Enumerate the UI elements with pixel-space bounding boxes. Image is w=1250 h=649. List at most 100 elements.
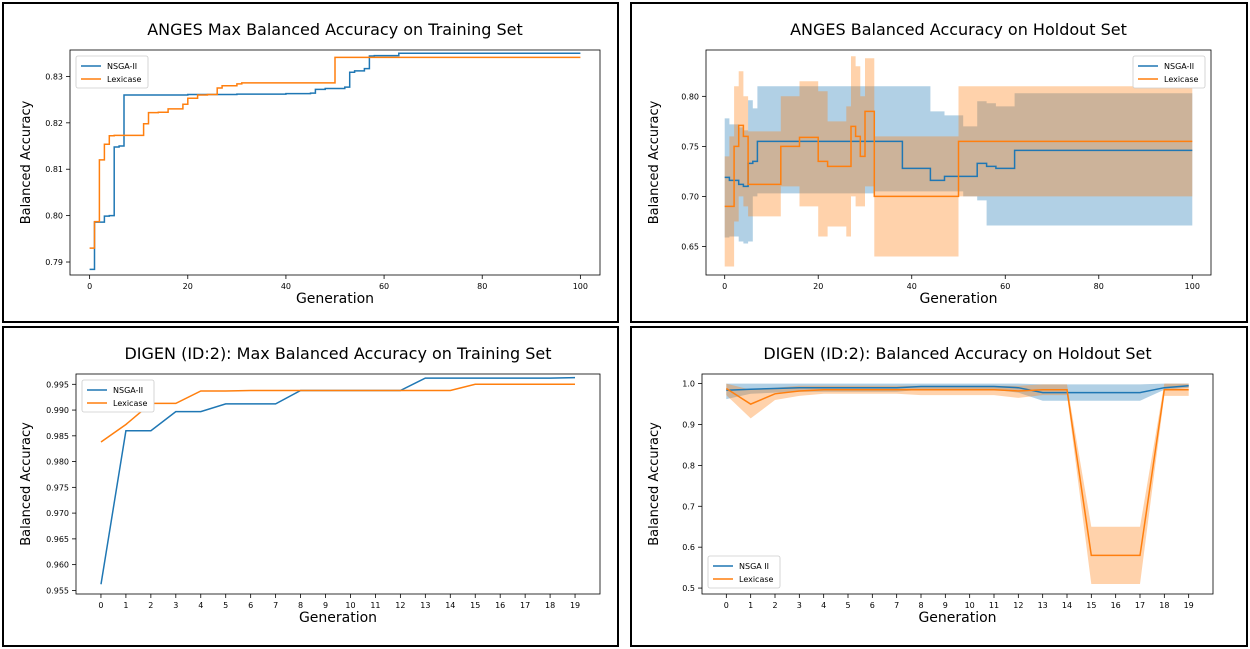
x-tick-label: 7 <box>273 601 278 610</box>
x-tick-label: 0 <box>724 601 729 610</box>
y-tick-label: 0.83 <box>45 72 63 81</box>
x-tick-label: 14 <box>445 601 455 610</box>
x-tick-label: 20 <box>183 282 193 291</box>
plot-frame <box>69 49 601 276</box>
y-tick-label: 0.65 <box>681 242 699 251</box>
x-tick-label: 2 <box>772 601 777 610</box>
y-tick-label: 0.7 <box>682 502 695 511</box>
y-tick-label: 0.990 <box>46 406 69 415</box>
x-tick-label: 100 <box>1185 282 1200 291</box>
x-tick-label: 17 <box>1135 601 1145 610</box>
y-tick-label: 0.975 <box>46 483 69 492</box>
y-tick-label: 0.965 <box>46 535 69 544</box>
x-tick-label: 1 <box>123 601 128 610</box>
y-tick-label: 0.985 <box>46 432 69 441</box>
x-tick-label: 19 <box>570 601 580 610</box>
legend-entry: NSGA-II <box>1164 62 1194 71</box>
x-tick-label: 4 <box>821 601 826 610</box>
y-tick-label: 0.5 <box>682 584 695 593</box>
series-line-lexicase <box>725 387 1189 557</box>
legend-entry: NSGA-II <box>107 62 137 71</box>
plot-frame <box>75 373 601 595</box>
series-line-lexicase <box>89 56 581 249</box>
x-tick-label: 13 <box>420 601 430 610</box>
x-tick-label: 8 <box>918 601 923 610</box>
chart-title: ANGES Max Balanced Accuracy on Training … <box>147 20 523 39</box>
x-tick-label: 40 <box>281 282 291 291</box>
x-tick-label: 11 <box>370 601 380 610</box>
chart-title: ANGES Balanced Accuracy on Holdout Set <box>790 20 1127 39</box>
y-tick-label: 0.79 <box>45 258 63 267</box>
x-tick-label: 5 <box>845 601 850 610</box>
x-tick-label: 7 <box>894 601 899 610</box>
y-tick-label: 0.960 <box>46 561 69 570</box>
chart-svg: DIGEN (ID:2): Max Balanced Accuracy on T… <box>19 344 601 626</box>
y-tick-label: 0.80 <box>45 212 63 221</box>
x-tick-label: 6 <box>248 601 253 610</box>
plot-frame <box>705 49 1212 276</box>
x-axis-label: Generation <box>918 610 996 626</box>
y-tick-label: 0.955 <box>46 586 69 595</box>
x-tick-label: 0 <box>87 282 92 291</box>
y-tick-label: 0.80 <box>681 92 699 101</box>
y-tick-label: 0.6 <box>682 543 695 552</box>
legend: NSGA II Lexicase <box>707 555 781 589</box>
x-tick-label: 10 <box>345 601 355 610</box>
x-tick-label: 12 <box>395 601 405 610</box>
legend-entry: Lexicase <box>1164 75 1199 84</box>
x-tick-label: 3 <box>173 601 178 610</box>
y-tick-label: 1.0 <box>682 380 695 389</box>
x-tick-label: 13 <box>1038 601 1048 610</box>
chart-title: DIGEN (ID:2): Balanced Accuracy on Holdo… <box>763 344 1151 363</box>
x-tick-label: 10 <box>965 601 975 610</box>
legend-entry: NSGA II <box>739 562 769 571</box>
x-tick-label: 1 <box>748 601 753 610</box>
legend: NSGA-II Lexicase <box>75 55 149 89</box>
x-tick-label: 9 <box>323 601 328 610</box>
plot-frame <box>701 373 1214 595</box>
x-axis-label: Generation <box>299 610 377 626</box>
y-axis-label: Balanced Accuracy <box>19 422 34 546</box>
x-tick-label: 80 <box>1094 282 1104 291</box>
x-tick-label: 14 <box>1062 601 1072 610</box>
x-tick-label: 3 <box>797 601 802 610</box>
x-tick-label: 20 <box>813 282 823 291</box>
series-line-nsga-ii <box>100 376 576 585</box>
x-tick-label: 17 <box>520 601 530 610</box>
anges-training-chart-panel: ANGES Max Balanced Accuracy on Training … <box>2 2 619 323</box>
digen-training-chart-panel: DIGEN (ID:2): Max Balanced Accuracy on T… <box>2 326 619 647</box>
y-tick-label: 0.970 <box>46 509 69 518</box>
x-tick-label: 80 <box>477 282 487 291</box>
legend-entry: Lexicase <box>113 399 148 408</box>
digen-holdout-chart-panel: DIGEN (ID:2): Balanced Accuracy on Holdo… <box>630 326 1248 647</box>
x-tick-label: 2 <box>148 601 153 610</box>
y-axis-label: Balanced Accuracy <box>647 100 662 224</box>
y-tick-label: 0.980 <box>46 458 69 467</box>
x-tick-label: 0 <box>98 601 103 610</box>
x-tick-label: 4 <box>198 601 203 610</box>
x-tick-label: 11 <box>989 601 999 610</box>
series-line-nsga-ii <box>89 52 581 271</box>
y-tick-label: 0.995 <box>46 380 69 389</box>
x-tick-label: 16 <box>495 601 505 610</box>
legend-entry: Lexicase <box>739 575 774 584</box>
series-line-lexicase <box>100 383 575 443</box>
x-tick-label: 15 <box>1086 601 1096 610</box>
anges-holdout-chart-panel: ANGES Balanced Accuracy on Holdout Set Ge… <box>630 2 1248 323</box>
x-tick-label: 16 <box>1111 601 1121 610</box>
chart-svg: ANGES Max Balanced Accuracy on Training … <box>19 20 601 307</box>
x-tick-label: 60 <box>1000 282 1010 291</box>
x-axis-label: Generation <box>296 291 374 307</box>
y-axis-label: Balanced Accuracy <box>647 422 662 546</box>
x-tick-label: 15 <box>470 601 480 610</box>
series-line-nsga-ii <box>724 140 1193 188</box>
confidence-band-lexicase <box>726 383 1189 584</box>
x-tick-label: 60 <box>379 282 389 291</box>
legend: NSGA-II Lexicase <box>81 379 155 413</box>
x-tick-label: 100 <box>573 282 588 291</box>
x-tick-label: 6 <box>870 601 875 610</box>
y-tick-label: 0.9 <box>682 421 695 430</box>
y-tick-label: 0.70 <box>681 192 699 201</box>
legend-entry: NSGA-II <box>113 386 143 395</box>
x-tick-label: 8 <box>298 601 303 610</box>
